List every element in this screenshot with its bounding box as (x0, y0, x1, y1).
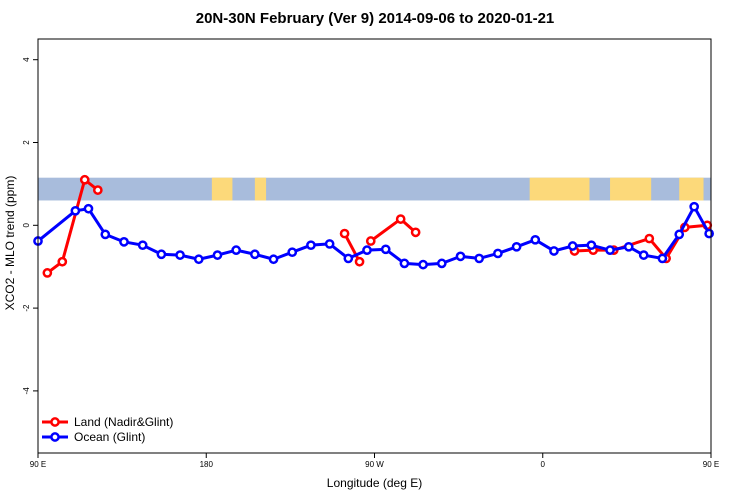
data-point (455, 251, 466, 262)
axis-layer: 90 E 180 90 W 0 90 E -4 -2 0 2 4 (22, 57, 719, 469)
y-tick-label: 2 (22, 140, 31, 145)
data-point (268, 254, 279, 265)
chart-title: 20N-30N February (Ver 9) 2014-09-06 to 2… (195, 10, 555, 27)
data-point (83, 203, 94, 214)
map-band-land (679, 177, 704, 201)
data-point (365, 236, 376, 246)
data-point (623, 241, 634, 252)
data-point (474, 253, 485, 264)
x-tick-label: 90 W (365, 460, 384, 469)
data-point (657, 253, 668, 264)
map-band-land (254, 177, 267, 201)
data-point (287, 247, 298, 258)
x-axis-label: Longitude (deg E) (326, 476, 423, 490)
series-land (42, 174, 713, 278)
series-line (37, 205, 711, 267)
legend-label: Ocean (Glint) (74, 430, 145, 444)
y-tick-label: -4 (22, 387, 31, 395)
legend-swatch-marker (50, 432, 60, 442)
data-point (410, 227, 421, 238)
map-band-land (529, 177, 590, 201)
map-band-land (610, 177, 652, 201)
data-point (399, 258, 410, 269)
data-point (79, 174, 90, 185)
data-point (395, 214, 406, 224)
data-point (100, 229, 111, 240)
data-point (212, 250, 223, 260)
data-point (644, 233, 655, 244)
legend: Land (Nadir&Glint)Ocean (Glint) (42, 415, 173, 444)
data-point (567, 241, 578, 251)
data-point (250, 249, 260, 260)
data-point (92, 185, 103, 195)
data-point (586, 240, 597, 251)
series-layer (33, 174, 714, 278)
y-tick-label: -2 (22, 304, 31, 312)
map-band (38, 177, 711, 201)
data-point (57, 256, 68, 267)
data-point (549, 246, 559, 256)
data-point (362, 245, 372, 255)
series-line (369, 217, 417, 243)
series-line (343, 232, 361, 263)
y-tick-label: 4 (22, 57, 31, 62)
data-point (511, 241, 522, 252)
data-point (418, 259, 428, 270)
data-point (354, 256, 365, 267)
data-point (339, 228, 350, 239)
data-point (119, 237, 129, 247)
data-point (175, 250, 185, 260)
data-point (156, 249, 167, 260)
x-tick-label: 90 E (703, 460, 719, 469)
series-ocean (33, 201, 714, 270)
data-point (674, 229, 685, 240)
legend-item: Ocean (Glint) (42, 430, 145, 444)
data-point (380, 244, 391, 255)
data-point (306, 240, 316, 251)
data-point (436, 258, 447, 269)
data-point (530, 234, 541, 245)
data-point (42, 268, 53, 278)
data-point (689, 201, 700, 212)
legend-item: Land (Nadir&Glint) (42, 415, 173, 429)
map-band-land (211, 177, 233, 201)
data-point (605, 245, 615, 255)
legend-label: Land (Nadir&Glint) (74, 415, 173, 429)
data-point (493, 248, 503, 259)
x-tick-label: 90 E (30, 460, 46, 469)
series-line (46, 178, 99, 275)
data-point (231, 245, 242, 255)
y-tick-label: 0 (22, 223, 31, 228)
data-point (704, 228, 714, 239)
data-point (324, 239, 335, 249)
x-tick-label: 0 (541, 460, 546, 469)
data-point (70, 205, 81, 216)
data-point (343, 253, 354, 264)
legend-swatch-marker (50, 417, 60, 427)
data-point (193, 254, 204, 265)
data-point (137, 240, 148, 251)
x-tick-label: 180 (200, 460, 214, 469)
data-point (638, 250, 649, 260)
